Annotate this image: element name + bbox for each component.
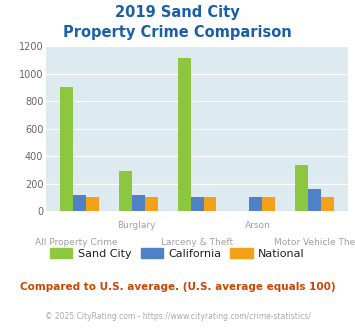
Text: Property Crime Comparison: Property Crime Comparison: [63, 25, 292, 40]
Bar: [73, 195, 86, 211]
Text: Larceny & Theft: Larceny & Theft: [161, 238, 233, 247]
Text: Burglary: Burglary: [118, 221, 156, 230]
Bar: [321, 197, 334, 211]
Text: 2019 Sand City: 2019 Sand City: [115, 5, 240, 20]
Bar: [132, 195, 144, 211]
Legend: Sand City, California, National: Sand City, California, National: [46, 243, 309, 263]
Text: Arson: Arson: [245, 221, 270, 230]
Bar: [191, 197, 203, 211]
Text: © 2025 CityRating.com - https://www.cityrating.com/crime-statistics/: © 2025 CityRating.com - https://www.city…: [45, 312, 310, 321]
Bar: [203, 197, 217, 211]
Bar: [86, 197, 99, 211]
Bar: [295, 165, 308, 211]
Bar: [250, 197, 262, 211]
Bar: [60, 87, 73, 211]
Bar: [262, 197, 275, 211]
Bar: [119, 171, 132, 211]
Bar: [144, 197, 158, 211]
Text: Motor Vehicle Theft: Motor Vehicle Theft: [274, 238, 355, 247]
Text: All Property Crime: All Property Crime: [35, 238, 118, 247]
Bar: [308, 188, 321, 211]
Bar: [178, 58, 191, 211]
Text: Compared to U.S. average. (U.S. average equals 100): Compared to U.S. average. (U.S. average …: [20, 282, 335, 292]
